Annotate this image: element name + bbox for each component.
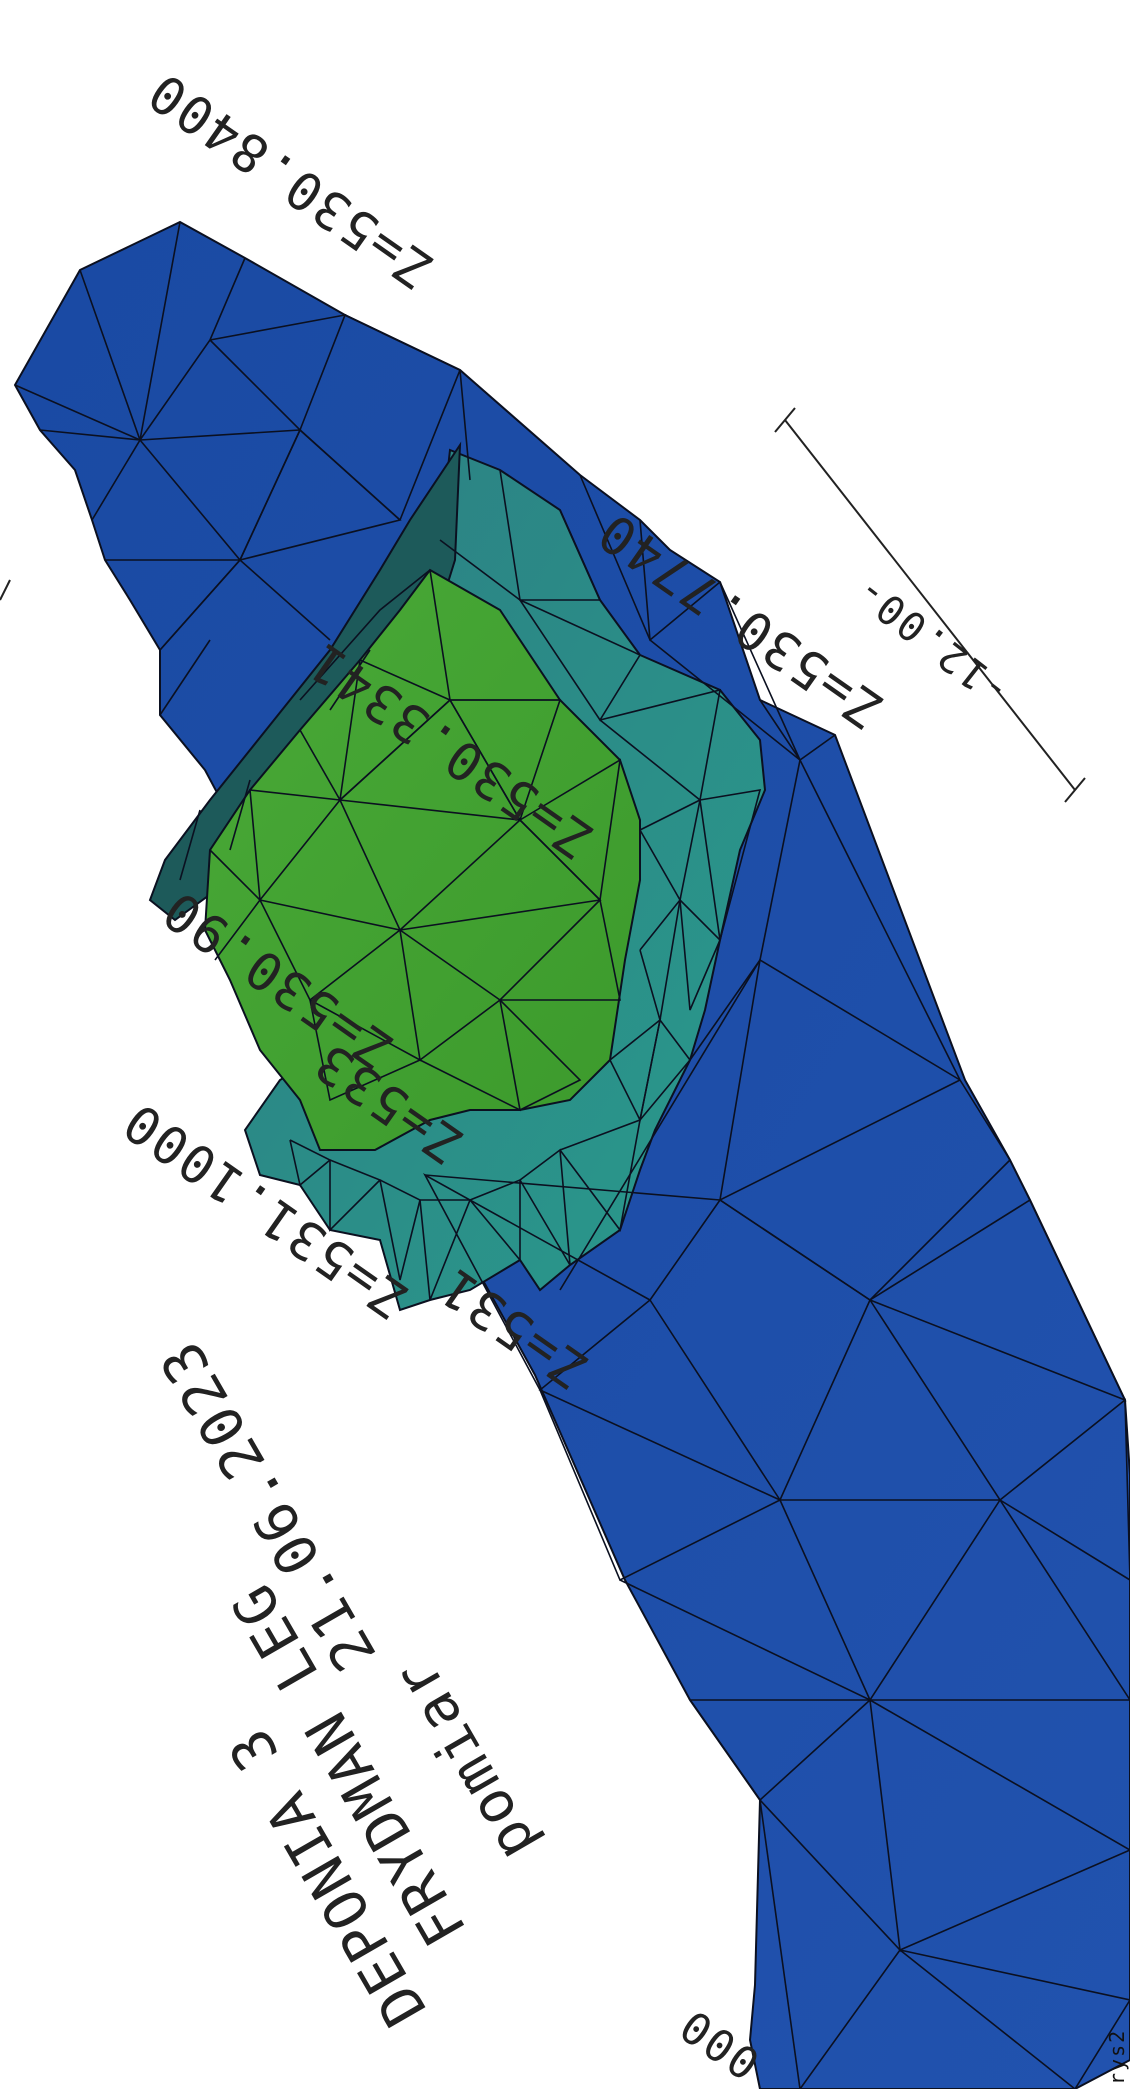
scale-bar bbox=[774, 407, 1086, 803]
mesh-edges bbox=[14, 221, 1130, 2089]
sheet-id: rys2 bbox=[1105, 2028, 1129, 2085]
surface-green-plateau bbox=[203, 568, 641, 1151]
